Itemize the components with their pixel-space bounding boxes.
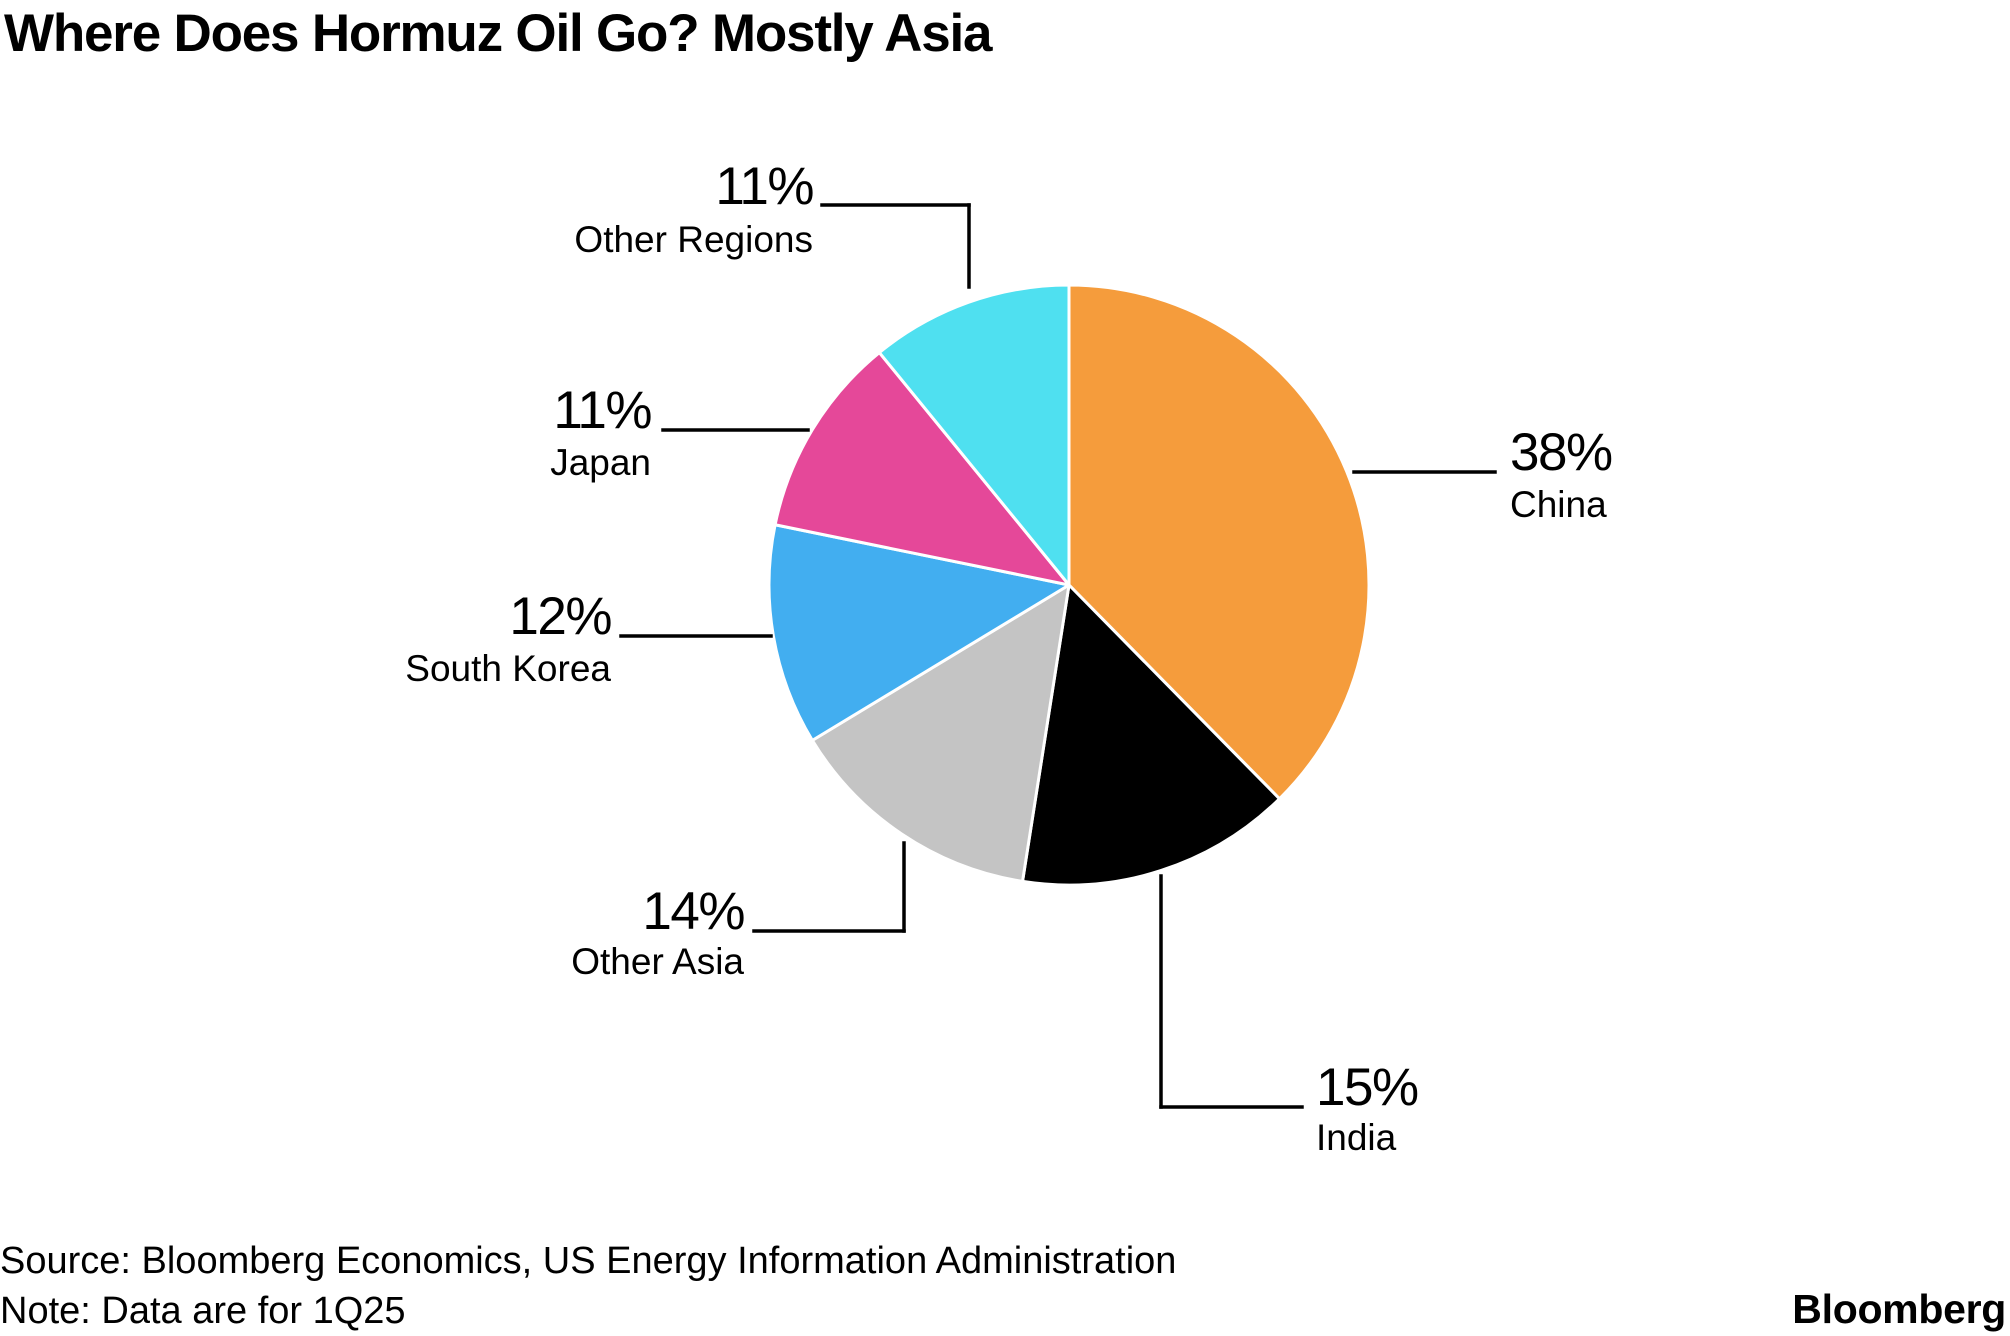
value-label-other-regions: 11% xyxy=(715,157,813,216)
value-label-south-korea: 12% xyxy=(509,587,611,646)
value-label-japan: 11% xyxy=(553,381,651,440)
pie-slice-south-korea xyxy=(767,523,1071,742)
category-label-other-regions: Other Regions xyxy=(574,219,813,260)
value-label-china: 38% xyxy=(1510,423,1612,482)
pie-slice-other-regions xyxy=(877,283,1071,587)
data-note: Note: Data are for 1Q25 xyxy=(0,1290,406,1332)
slice-labels: 38%China 15%India 14%Other Asia 12%South Ko… xyxy=(405,157,1613,1158)
chart-title: Where Does Hormuz Oil Go? Mostly Asia xyxy=(4,4,992,63)
category-label-india: India xyxy=(1316,1117,1397,1158)
pie-slices xyxy=(767,283,1371,887)
pie-slice-india xyxy=(1021,583,1281,887)
value-label-other-asia: 14% xyxy=(642,882,744,941)
pie-slice-other-asia xyxy=(810,583,1071,883)
pie-slice-japan xyxy=(773,351,1071,587)
category-label-south-korea: South Korea xyxy=(405,648,611,689)
chart-footer: Source: Bloomberg Economics, US Energy I… xyxy=(0,1236,1176,1336)
category-label-japan: Japan xyxy=(550,442,651,483)
bloomberg-logo: Bloomberg xyxy=(1792,1286,2006,1332)
value-label-india: 15% xyxy=(1316,1058,1418,1117)
category-label-china: China xyxy=(1510,484,1607,525)
pie-slice-china xyxy=(1067,283,1371,801)
category-label-other-asia: Other Asia xyxy=(571,941,744,982)
leader-lines xyxy=(619,203,1497,1109)
source-note: Source: Bloomberg Economics, US Energy I… xyxy=(0,1240,1177,1282)
